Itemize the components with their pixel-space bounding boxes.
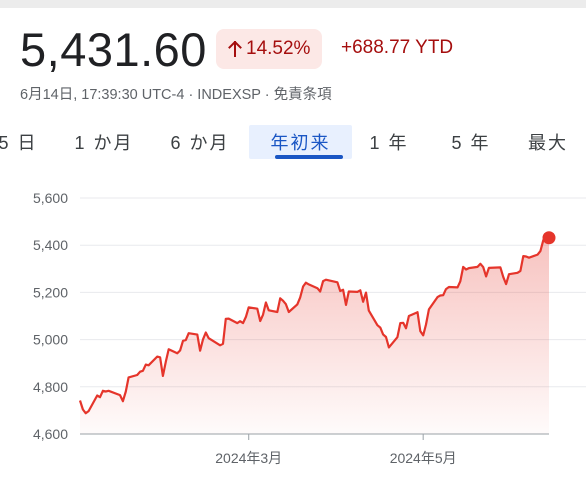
change-percent-badge: 14.52% [216,29,323,69]
y-tick-label: 5,200 [33,284,68,300]
tab-label: 5 日 [0,133,38,153]
x-tick-label: 2024年5月 [390,450,457,466]
last-price-point [542,231,556,245]
tab-label: 5 年 [451,133,491,153]
y-tick-label: 5,000 [33,332,68,348]
tab-year-to-date[interactable]: 年初来 [249,125,352,159]
price-area-fill [80,237,549,434]
x-tick-label: 2024年3月 [215,450,282,466]
quote-meta: 6月14日, 17:39:30 UTC-4 · INDEXSP · 免責条項 [20,83,332,104]
x-axis: 2024年3月 2024年5月 [215,434,457,466]
tab-label: 年初来 [270,133,331,153]
range-tabs: 5 日 1 か月 6 か月 年初来 1 年 5 年 最大 [0,125,586,163]
y-tick-label: 5,600 [33,190,68,206]
tab-label: 6 か月 [170,133,230,153]
y-tick-label: 5,400 [33,237,68,253]
change-percent-value: 14.52% [246,38,311,59]
arrow-up-icon [228,41,242,57]
tab-6-months[interactable]: 6 か月 [160,125,240,159]
tab-label: 1 年 [369,133,409,153]
quote-meta-text: 6月14日, 17:39:30 UTC-4 · INDEXSP · 免責条項 [20,87,332,103]
tab-1-month[interactable]: 1 か月 [64,125,144,159]
change-ytd: +688.77 YTD [341,37,454,58]
y-tick-label: 4,600 [33,426,68,442]
active-tab-indicator [275,155,343,159]
y-tick-label: 4,800 [33,379,68,395]
current-price: 5,431.60 [20,23,207,76]
tab-max[interactable]: 最大 [516,125,580,159]
tab-1-year[interactable]: 1 年 [354,125,424,159]
price-line [78,236,550,415]
tab-label: 最大 [528,133,568,153]
tab-5-years[interactable]: 5 年 [436,125,506,159]
tab-label: 1 か月 [74,133,134,153]
y-axis: 5,600 5,400 5,200 5,000 4,800 4,600 [33,190,68,442]
top-divider [0,0,586,8]
tab-5-days[interactable]: 5 日 [0,125,46,159]
